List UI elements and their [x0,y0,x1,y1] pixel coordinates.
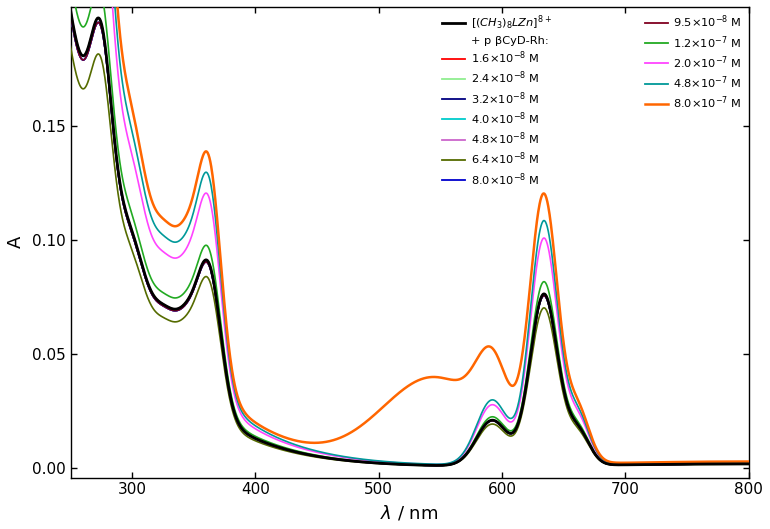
Legend: 9.5$\times$10$^{-8}$ M, 1.2$\times$10$^{-7}$ M, 2.0$\times$10$^{-7}$ M, 4.8$\tim: 9.5$\times$10$^{-8}$ M, 1.2$\times$10$^{… [640,9,746,116]
X-axis label: $\lambda$ / nm: $\lambda$ / nm [380,503,439,522]
Y-axis label: A: A [7,236,25,249]
